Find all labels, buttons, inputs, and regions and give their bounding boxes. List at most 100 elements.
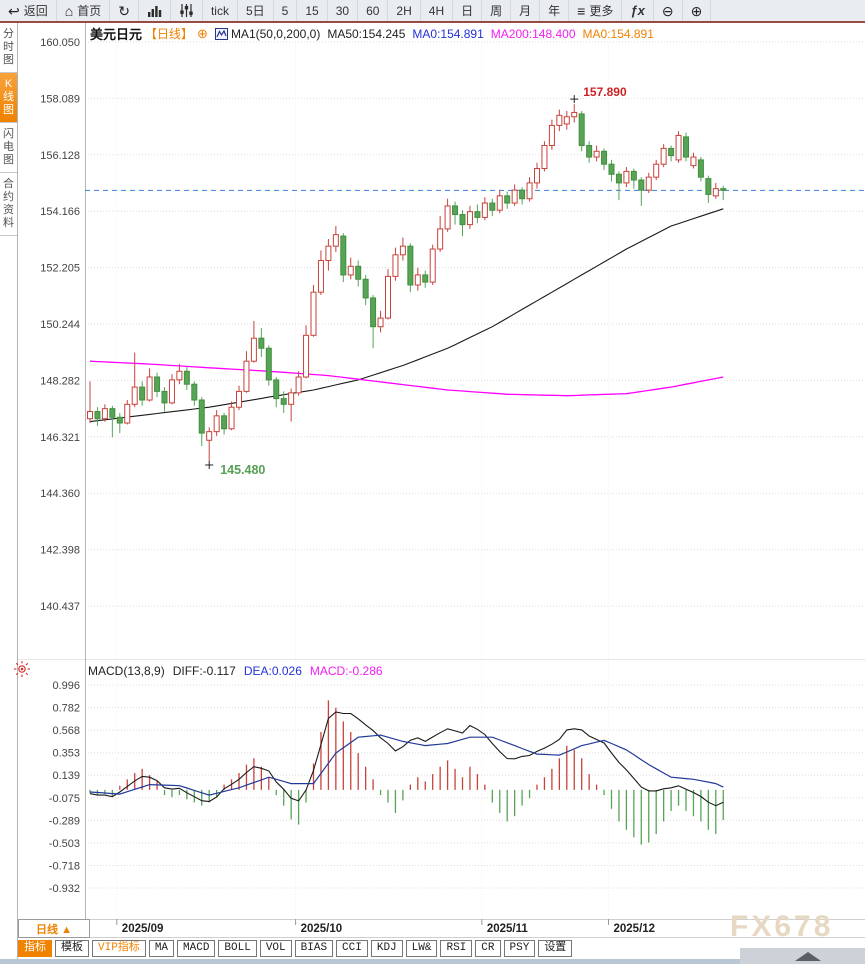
- toolbar-button-week[interactable]: 周: [482, 0, 512, 21]
- toolbar-button-zoom-out[interactable]: ⊖: [654, 0, 683, 21]
- macd-params: MACD(13,8,9): [88, 664, 165, 678]
- x-axis-labels: 2025/09 2025/10 2025/11 2025/12: [116, 919, 656, 935]
- svg-text:152.205: 152.205: [40, 263, 80, 275]
- indicator-button-设置[interactable]: 设置: [538, 940, 573, 957]
- sidebar-tab-char: 合: [3, 178, 14, 190]
- svg-text:158.089: 158.089: [40, 93, 80, 105]
- toolbar-button-chart-style[interactable]: [139, 0, 171, 21]
- toolbar-button-year[interactable]: 年: [540, 0, 570, 21]
- macd-grid: [85, 684, 865, 889]
- svg-text:2025/12: 2025/12: [614, 923, 656, 935]
- home-icon: ⌂: [64, 2, 74, 19]
- indicator-button-VOL[interactable]: VOL: [259, 940, 292, 957]
- toolbar-button-m15[interactable]: 15: [297, 0, 328, 21]
- ma-params: MA1(50,0,200,0): [230, 26, 321, 41]
- svg-text:150.244: 150.244: [40, 319, 80, 331]
- svg-text:0.353: 0.353: [52, 748, 80, 760]
- symbol-name: 美元日元: [90, 27, 143, 42]
- indicator-button-KDJ[interactable]: KDJ: [370, 940, 403, 957]
- ma-chart-icon: [214, 27, 228, 40]
- toolbar-button-month[interactable]: 月: [511, 0, 541, 21]
- price-grid: [85, 41, 865, 607]
- sidebar-tab-contract-info[interactable]: 合约资料: [0, 173, 17, 236]
- svg-text:-0.718: -0.718: [49, 860, 80, 872]
- svg-text:157.890: 157.890: [583, 85, 627, 99]
- sidebar-tab-time-chart[interactable]: 分时图: [0, 23, 17, 73]
- macd-header: MACD(13,8,9) DIFF:-0.117 DEA:0.026 MACD:…: [88, 664, 383, 678]
- indicator-button-LW&[interactable]: LW&: [405, 940, 438, 957]
- indicator-button-CCI[interactable]: CCI: [336, 940, 368, 957]
- indicator-button-PSY[interactable]: PSY: [503, 940, 536, 957]
- chart-header: 美元日元 【日线】 ⊕ MA1(50,0,200,0) MA50:154.245…: [90, 24, 654, 43]
- indicator-button-VIP指标[interactable]: VIP指标: [92, 940, 146, 957]
- toolbar-button-label: 周: [490, 4, 503, 18]
- ma200-line: [89, 360, 724, 397]
- indicator-button-BOLL[interactable]: BOLL: [218, 940, 257, 957]
- sidebar-tab-char: 资: [3, 204, 14, 216]
- svg-text:144.360: 144.360: [40, 488, 80, 500]
- toolbar-button-m60[interactable]: 60: [358, 0, 389, 21]
- add-indicator-icon[interactable]: ⊕: [197, 26, 208, 41]
- toolbar-underline: [0, 21, 865, 23]
- toolbar-button-h4[interactable]: 4H: [421, 0, 454, 21]
- indicator-button-CR[interactable]: CR: [475, 940, 501, 957]
- macd-dea-line: [89, 734, 724, 796]
- indicator-button-MACD[interactable]: MACD: [177, 940, 216, 957]
- toolbar-button-zoom-in[interactable]: ⊕: [683, 0, 712, 21]
- ma50-line: [89, 208, 724, 423]
- svg-text:-0.075: -0.075: [49, 793, 80, 805]
- sidebar-tab-char: 线: [3, 91, 14, 103]
- toolbar-button-more[interactable]: ≡ 更多: [569, 0, 623, 21]
- sidebar-tab-lightning-chart[interactable]: 闪电图: [0, 123, 17, 173]
- toolbar-button-label: 年: [548, 4, 561, 18]
- sidebar-tab-char: 料: [3, 217, 14, 229]
- svg-text:148.282: 148.282: [40, 375, 80, 387]
- sidebar-tab-char: 约: [3, 191, 14, 203]
- toolbar-button-back[interactable]: ↩ 返回: [0, 0, 57, 21]
- toolbar-button-m30[interactable]: 30: [328, 0, 359, 21]
- indicator-button-RSI[interactable]: RSI: [440, 940, 473, 957]
- watermark: FX678: [730, 910, 834, 943]
- svg-text:146.321: 146.321: [40, 432, 80, 444]
- svg-text:154.166: 154.166: [40, 206, 80, 218]
- svg-text:2025/10: 2025/10: [301, 923, 343, 935]
- toolbar-button-home[interactable]: ⌂ 首页: [57, 0, 111, 21]
- toolbar-button-label: 4H: [428, 3, 445, 18]
- toolbar-button-label: 更多: [589, 4, 614, 18]
- toolbar-button-day[interactable]: 日: [453, 0, 483, 21]
- sliders-icon: [179, 4, 194, 17]
- price-axis-labels: 160.050 158.089 156.128 154.166 152.205 150.2…: [40, 37, 80, 613]
- toolbar-button-label: 30: [335, 3, 350, 18]
- toolbar-button-candle-settings[interactable]: [171, 0, 203, 21]
- svg-text:0.996: 0.996: [52, 680, 80, 692]
- period-selector[interactable]: 日线 ▲: [18, 919, 90, 938]
- toolbar-button-5d[interactable]: 5日: [238, 0, 274, 21]
- indicator-settings-icon[interactable]: [13, 660, 31, 683]
- indicator-button-模板[interactable]: 模板: [55, 940, 89, 957]
- toolbar-button-label: 60: [366, 3, 380, 18]
- indicator-button-指标[interactable]: 指标: [18, 940, 52, 957]
- indicator-button-BIAS[interactable]: BIAS: [294, 940, 334, 957]
- toolbar-button-label: 2H: [396, 3, 412, 18]
- top-toolbar: ↩ 返回 ⌂ 首页 ↻ tick 5日 5 15 30 60 2H 4H 日周月年 ≡ 更多 ƒx ⊖ ⊕: [0, 0, 865, 21]
- collapse-arrow-icon[interactable]: [795, 952, 821, 961]
- toolbar-button-m5[interactable]: 5: [274, 0, 298, 21]
- svg-text:0.139: 0.139: [52, 770, 80, 782]
- sidebar-tab-char: 图: [3, 104, 14, 116]
- toolbar-button-h2[interactable]: 2H: [388, 0, 421, 21]
- menu-icon: ≡: [577, 2, 586, 19]
- expand-panel-strip[interactable]: [740, 948, 865, 964]
- toolbar-button-label: 日: [461, 4, 474, 18]
- toolbar-button-tick[interactable]: tick: [203, 0, 238, 21]
- svg-text:156.128: 156.128: [40, 150, 80, 162]
- toolbar-button-refresh[interactable]: ↻: [110, 0, 139, 21]
- macd-axis-labels: 0.996 0.782 0.568 0.353 0.139 -0.075 -0.289 -0.…: [49, 680, 80, 895]
- back-icon: ↩: [8, 2, 20, 19]
- toolbar-button-label: 返回: [23, 4, 48, 18]
- toolbar-button-label: 月: [519, 4, 532, 18]
- indicator-button-MA[interactable]: MA: [148, 940, 175, 957]
- toolbar-button-fx[interactable]: ƒx: [622, 0, 654, 21]
